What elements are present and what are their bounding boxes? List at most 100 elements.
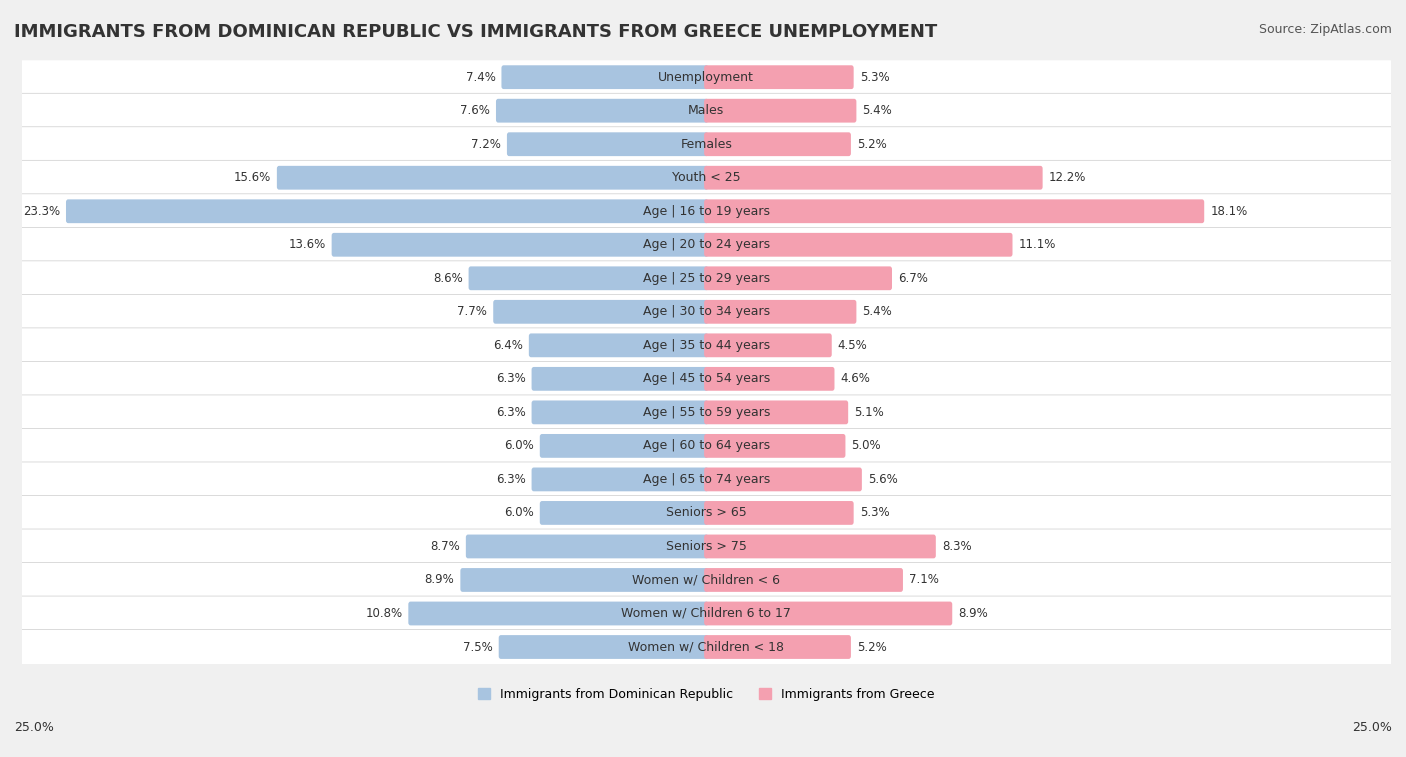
Text: Women w/ Children < 6: Women w/ Children < 6 — [633, 574, 780, 587]
FancyBboxPatch shape — [704, 635, 851, 659]
Text: 12.2%: 12.2% — [1049, 171, 1085, 184]
Text: 11.1%: 11.1% — [1018, 238, 1056, 251]
FancyBboxPatch shape — [21, 227, 1392, 262]
Legend: Immigrants from Dominican Republic, Immigrants from Greece: Immigrants from Dominican Republic, Immi… — [472, 683, 939, 706]
Text: 5.6%: 5.6% — [868, 473, 897, 486]
Text: Women w/ Children < 18: Women w/ Children < 18 — [628, 640, 785, 653]
FancyBboxPatch shape — [499, 635, 709, 659]
Text: 7.4%: 7.4% — [465, 70, 495, 84]
Text: Seniors > 75: Seniors > 75 — [666, 540, 747, 553]
Text: 4.6%: 4.6% — [841, 372, 870, 385]
FancyBboxPatch shape — [21, 194, 1392, 229]
Text: Age | 35 to 44 years: Age | 35 to 44 years — [643, 339, 770, 352]
FancyBboxPatch shape — [21, 596, 1392, 631]
Text: Age | 20 to 24 years: Age | 20 to 24 years — [643, 238, 770, 251]
Text: Youth < 25: Youth < 25 — [672, 171, 741, 184]
Text: 8.9%: 8.9% — [425, 574, 454, 587]
FancyBboxPatch shape — [21, 361, 1392, 396]
FancyBboxPatch shape — [277, 166, 709, 190]
FancyBboxPatch shape — [531, 367, 709, 391]
FancyBboxPatch shape — [21, 294, 1392, 329]
Text: 8.7%: 8.7% — [430, 540, 460, 553]
FancyBboxPatch shape — [21, 630, 1392, 665]
Text: 7.2%: 7.2% — [471, 138, 501, 151]
Text: 6.0%: 6.0% — [503, 439, 534, 453]
Text: 6.3%: 6.3% — [496, 406, 526, 419]
Text: 5.1%: 5.1% — [855, 406, 884, 419]
FancyBboxPatch shape — [529, 333, 709, 357]
Text: 15.6%: 15.6% — [233, 171, 271, 184]
FancyBboxPatch shape — [704, 400, 848, 424]
FancyBboxPatch shape — [494, 300, 709, 324]
FancyBboxPatch shape — [21, 93, 1392, 128]
FancyBboxPatch shape — [332, 233, 709, 257]
FancyBboxPatch shape — [704, 300, 856, 324]
Text: Age | 30 to 34 years: Age | 30 to 34 years — [643, 305, 770, 318]
Text: 6.7%: 6.7% — [898, 272, 928, 285]
FancyBboxPatch shape — [704, 602, 952, 625]
Text: 6.4%: 6.4% — [494, 339, 523, 352]
FancyBboxPatch shape — [704, 199, 1204, 223]
FancyBboxPatch shape — [21, 462, 1392, 497]
FancyBboxPatch shape — [502, 65, 709, 89]
Text: Seniors > 65: Seniors > 65 — [666, 506, 747, 519]
Text: 7.5%: 7.5% — [463, 640, 492, 653]
Text: 6.3%: 6.3% — [496, 372, 526, 385]
FancyBboxPatch shape — [408, 602, 709, 625]
Text: 8.6%: 8.6% — [433, 272, 463, 285]
FancyBboxPatch shape — [21, 395, 1392, 430]
FancyBboxPatch shape — [465, 534, 709, 559]
Text: Women w/ Children 6 to 17: Women w/ Children 6 to 17 — [621, 607, 792, 620]
Text: 6.0%: 6.0% — [503, 506, 534, 519]
FancyBboxPatch shape — [704, 434, 845, 458]
Text: 18.1%: 18.1% — [1211, 204, 1247, 218]
FancyBboxPatch shape — [704, 468, 862, 491]
FancyBboxPatch shape — [704, 99, 856, 123]
FancyBboxPatch shape — [496, 99, 709, 123]
Text: 5.4%: 5.4% — [862, 104, 893, 117]
FancyBboxPatch shape — [21, 126, 1392, 162]
Text: Females: Females — [681, 138, 733, 151]
FancyBboxPatch shape — [704, 534, 936, 559]
Text: Source: ZipAtlas.com: Source: ZipAtlas.com — [1258, 23, 1392, 36]
FancyBboxPatch shape — [704, 568, 903, 592]
Text: 6.3%: 6.3% — [496, 473, 526, 486]
FancyBboxPatch shape — [66, 199, 709, 223]
FancyBboxPatch shape — [531, 468, 709, 491]
FancyBboxPatch shape — [508, 132, 709, 156]
Text: Age | 45 to 54 years: Age | 45 to 54 years — [643, 372, 770, 385]
FancyBboxPatch shape — [704, 266, 891, 290]
Text: Age | 55 to 59 years: Age | 55 to 59 years — [643, 406, 770, 419]
Text: 13.6%: 13.6% — [288, 238, 326, 251]
FancyBboxPatch shape — [468, 266, 709, 290]
FancyBboxPatch shape — [21, 562, 1392, 597]
FancyBboxPatch shape — [460, 568, 709, 592]
FancyBboxPatch shape — [704, 233, 1012, 257]
Text: 7.7%: 7.7% — [457, 305, 488, 318]
FancyBboxPatch shape — [704, 333, 832, 357]
Text: 7.6%: 7.6% — [460, 104, 489, 117]
Text: 5.3%: 5.3% — [859, 70, 890, 84]
FancyBboxPatch shape — [704, 132, 851, 156]
Text: 5.2%: 5.2% — [856, 640, 887, 653]
FancyBboxPatch shape — [21, 60, 1392, 95]
Text: 5.2%: 5.2% — [856, 138, 887, 151]
FancyBboxPatch shape — [21, 261, 1392, 296]
FancyBboxPatch shape — [704, 166, 1043, 190]
Text: Age | 60 to 64 years: Age | 60 to 64 years — [643, 439, 770, 453]
Text: 25.0%: 25.0% — [14, 721, 53, 734]
Text: Males: Males — [688, 104, 724, 117]
FancyBboxPatch shape — [21, 529, 1392, 564]
FancyBboxPatch shape — [704, 65, 853, 89]
FancyBboxPatch shape — [540, 501, 709, 525]
FancyBboxPatch shape — [21, 160, 1392, 195]
FancyBboxPatch shape — [21, 496, 1392, 531]
Text: Unemployment: Unemployment — [658, 70, 754, 84]
FancyBboxPatch shape — [21, 428, 1392, 463]
Text: Age | 25 to 29 years: Age | 25 to 29 years — [643, 272, 770, 285]
Text: 5.3%: 5.3% — [859, 506, 890, 519]
Text: 5.0%: 5.0% — [852, 439, 882, 453]
FancyBboxPatch shape — [704, 367, 835, 391]
FancyBboxPatch shape — [21, 328, 1392, 363]
Text: 4.5%: 4.5% — [838, 339, 868, 352]
